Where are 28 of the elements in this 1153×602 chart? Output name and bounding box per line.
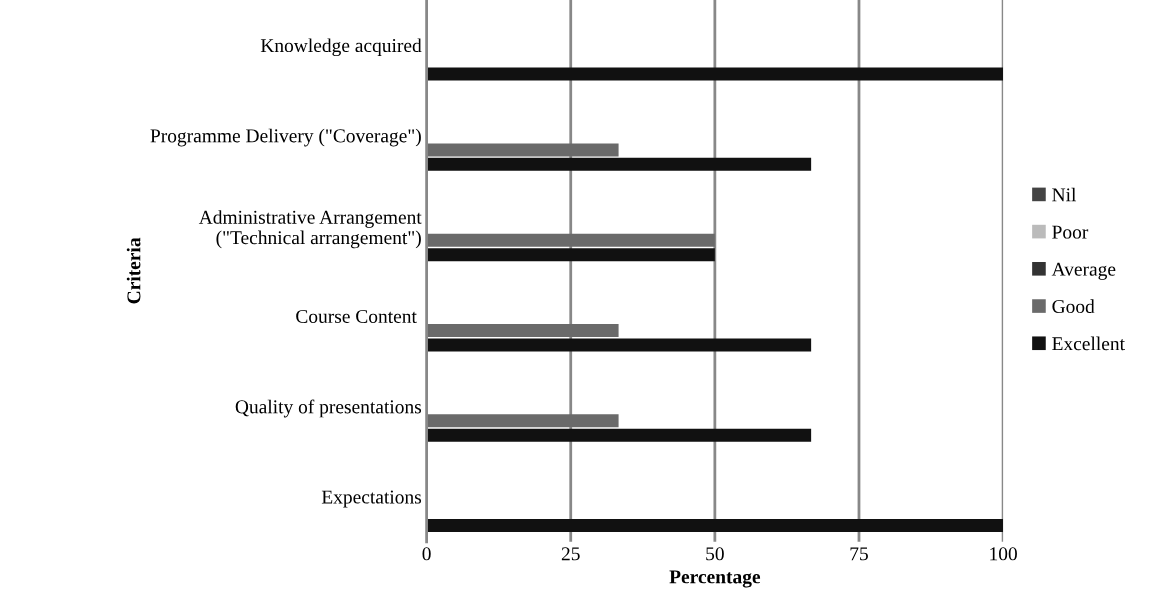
- bar: [426, 248, 715, 262]
- bar: [426, 233, 715, 247]
- y-tick-label: Administrative Arrangement ("Technical arrangement"): [198, 210, 422, 249]
- x-tick-label: 75: [850, 547, 868, 561]
- bar: [426, 414, 619, 428]
- x-axis-title: Percentage: [669, 570, 761, 588]
- bar: [426, 67, 1004, 81]
- y-tick-label: Knowledge acquired: [260, 38, 422, 57]
- y-tick-label: Course Content: [296, 309, 417, 323]
- y-tick-label: Programme Delivery ("Coverage"): [150, 128, 421, 147]
- legend-label: Nil: [1052, 187, 1077, 202]
- legend-label: Average: [1051, 262, 1116, 280]
- y-tick-label: Quality of presentations: [235, 399, 422, 418]
- x-tick-label: 0: [422, 547, 431, 561]
- bar: [426, 338, 812, 352]
- legend-label: Good: [1052, 299, 1095, 314]
- bar: [426, 157, 812, 171]
- x-tick-label: 25: [561, 547, 580, 561]
- bar: [426, 519, 1004, 533]
- x-tick-label: 50: [706, 547, 724, 561]
- y-axis-title: Criteria: [126, 237, 141, 304]
- bar: [426, 143, 619, 157]
- legend-label: Excellent: [1052, 336, 1125, 351]
- x-tick-label: 100: [990, 547, 1017, 561]
- bar: [426, 324, 619, 337]
- y-tick-label: Expectations: [321, 490, 422, 508]
- bar: [426, 428, 812, 442]
- legend-label: Poor: [1052, 225, 1089, 239]
